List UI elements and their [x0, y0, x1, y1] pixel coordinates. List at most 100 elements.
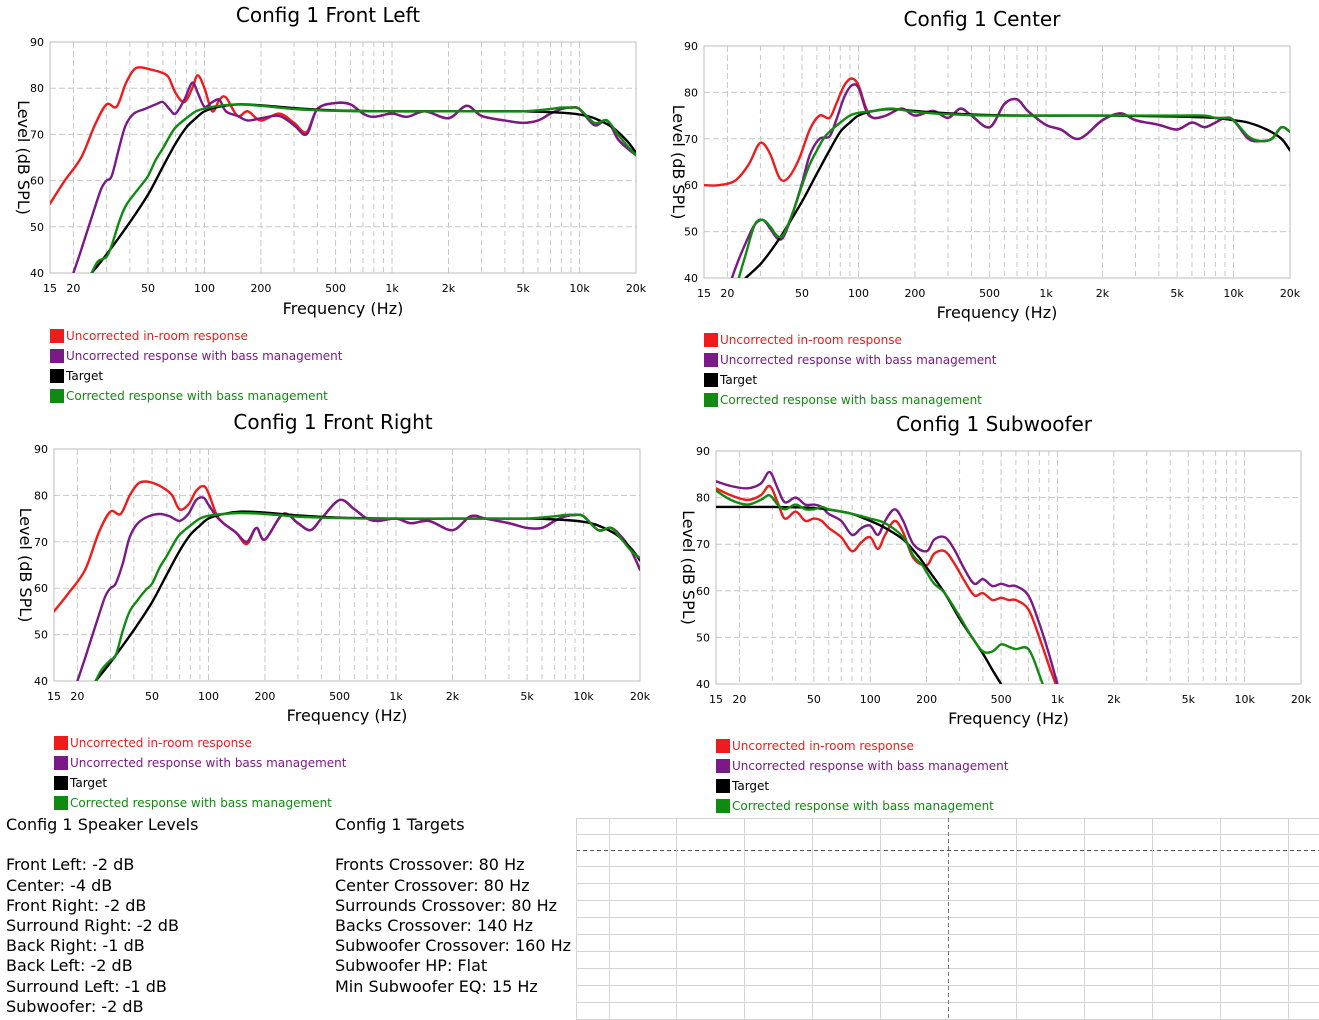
legend-swatch-red [54, 736, 68, 750]
series-line [716, 489, 1044, 684]
x-axis-label: Frequency (Hz) [937, 303, 1058, 322]
chart-subwoofer: Config 1 Subwoofer 15 20 50 100 200 500 1k 2k 5k 1… [679, 412, 1312, 728]
y-tick-label: 90 [34, 443, 48, 456]
target-line: Backs Crossover: 140 Hz [335, 915, 534, 935]
y-tick-label: 80 [696, 492, 710, 505]
spreadsheet-grid [576, 818, 1319, 1020]
x-tick-label: 500 [991, 693, 1012, 706]
legend-item-bass-managed: Uncorrected response with bass managemen… [704, 350, 997, 370]
y-tick-label: 70 [696, 538, 710, 551]
chart-title: Config 1 Subwoofer [896, 412, 1093, 436]
y-tick-label: 90 [684, 40, 698, 53]
x-tick-label: 500 [329, 690, 350, 703]
legend-label: Uncorrected response with bass managemen… [720, 353, 997, 367]
legend-swatch-black [50, 369, 64, 383]
x-tick-label: 200 [916, 693, 937, 706]
series-line [94, 510, 640, 681]
legend-item-corrected: Corrected response with bass management [716, 796, 1009, 816]
x-tick-label: 15 [697, 287, 711, 300]
legend-item-uncorrected: Uncorrected in-room response [54, 733, 347, 753]
x-tick-label: 50 [145, 690, 159, 703]
legend-item-corrected: Corrected response with bass management [50, 386, 343, 406]
x-tick-label: 50 [141, 282, 155, 295]
y-tick-label: 80 [30, 82, 44, 95]
speaker-level-line: Back Left: -2 dB [6, 956, 133, 976]
target-line: Center Crossover: 80 Hz [335, 875, 530, 895]
legend-swatch-black [704, 373, 718, 387]
x-tick-label: 5k [516, 282, 530, 295]
series-line [94, 511, 640, 681]
legend-swatch-black [716, 779, 730, 793]
targets-heading: Config 1 Targets [335, 815, 465, 834]
y-tick-label: 60 [34, 582, 48, 595]
legend-item-corrected: Corrected response with bass management [54, 793, 347, 813]
plot-frame [49, 41, 637, 274]
legend-label: Uncorrected response with bass managemen… [66, 349, 343, 363]
plot-frame [715, 450, 1302, 685]
legend-item-uncorrected: Uncorrected in-room response [50, 326, 343, 346]
x-tick-label: 20k [626, 282, 647, 295]
y-tick-label: 60 [30, 175, 44, 188]
legend-label: Target [66, 369, 104, 383]
legend-item-target: Target [50, 366, 343, 386]
x-tick-label: 100 [848, 287, 869, 300]
x-tick-label: 500 [325, 282, 346, 295]
x-tick-label: 20 [720, 287, 734, 300]
legend-label: Corrected response with bass management [720, 393, 982, 407]
legend-label: Target [720, 373, 758, 387]
targets-block: Config 1 Targets Fronts Crossover: 80 Hz… [335, 815, 571, 997]
chart-panel-subwoofer: Config 1 Subwoofer 15 20 50 100 200 500 1k 2k 5k 1… [660, 405, 1315, 735]
x-tick-label: 500 [979, 287, 1000, 300]
speaker-level-line: Front Right: -2 dB [6, 895, 147, 915]
y-tick-label: 90 [696, 445, 710, 458]
x-tick-label: 20k [630, 690, 651, 703]
x-tick-label: 100 [198, 690, 219, 703]
legend-label: Uncorrected response with bass managemen… [70, 756, 347, 770]
series-line [54, 480, 640, 613]
chart-panel-front-right: Config 1 Front Right 15 20 50 100 200 500 1k 2k 5… [0, 405, 660, 730]
x-tick-label: 20 [732, 693, 746, 706]
legend-swatch-purple [54, 756, 68, 770]
legend-label: Uncorrected in-room response [70, 736, 252, 750]
chart-title: Config 1 Front Left [236, 3, 420, 27]
series-line [716, 470, 1059, 684]
y-tick-label: 50 [684, 226, 698, 239]
target-line: Surrounds Crossover: 80 Hz [335, 895, 558, 915]
legend-swatch-green [704, 393, 718, 407]
legend-swatch-red [704, 333, 718, 347]
x-tick-label: 15 [43, 282, 57, 295]
series-line [76, 496, 640, 681]
target-line: Min Subwoofer EQ: 15 Hz [335, 976, 538, 996]
legend-swatch-purple [50, 349, 64, 363]
y-axis-label: Level (dB SPL) [669, 105, 688, 220]
legend-item-target: Target [54, 773, 347, 793]
x-tick-label: 10k [1234, 693, 1255, 706]
x-axis-label: Frequency (Hz) [287, 706, 408, 725]
legend-label: Corrected response with bass management [732, 799, 994, 813]
speaker-level-line: Center: -4 dB [6, 875, 113, 895]
y-tick-label: 70 [684, 133, 698, 146]
y-tick-label: 80 [34, 489, 48, 502]
legend-item-target: Target [704, 370, 997, 390]
x-tick-label: 100 [860, 693, 881, 706]
x-tick-label: 20 [70, 690, 84, 703]
legend-label: Target [70, 776, 108, 790]
legend-item-uncorrected: Uncorrected in-room response [716, 736, 1009, 756]
series-line [737, 107, 1290, 278]
legend-swatch-green [54, 796, 68, 810]
series-line [72, 81, 636, 273]
x-tick-label: 1k [1039, 287, 1053, 300]
speaker-level-line: Surround Left: -1 dB [6, 976, 167, 996]
x-tick-label: 2k [446, 690, 460, 703]
y-axis-label: Level (dB SPL) [14, 100, 33, 215]
y-tick-label: 50 [696, 631, 710, 644]
speaker-levels-block: Config 1 Speaker Levels Front Left: -2 d… [6, 815, 198, 1017]
legend-item-bass-managed: Uncorrected response with bass managemen… [50, 346, 343, 366]
target-line: Fronts Crossover: 80 Hz [335, 855, 525, 875]
x-tick-label: 5k [520, 690, 534, 703]
x-tick-label: 15 [709, 693, 723, 706]
y-axis-label: Level (dB SPL) [679, 510, 698, 625]
x-tick-label: 200 [254, 690, 275, 703]
legend-item-uncorrected: Uncorrected in-room response [704, 330, 997, 350]
legend-swatch-black [54, 776, 68, 790]
